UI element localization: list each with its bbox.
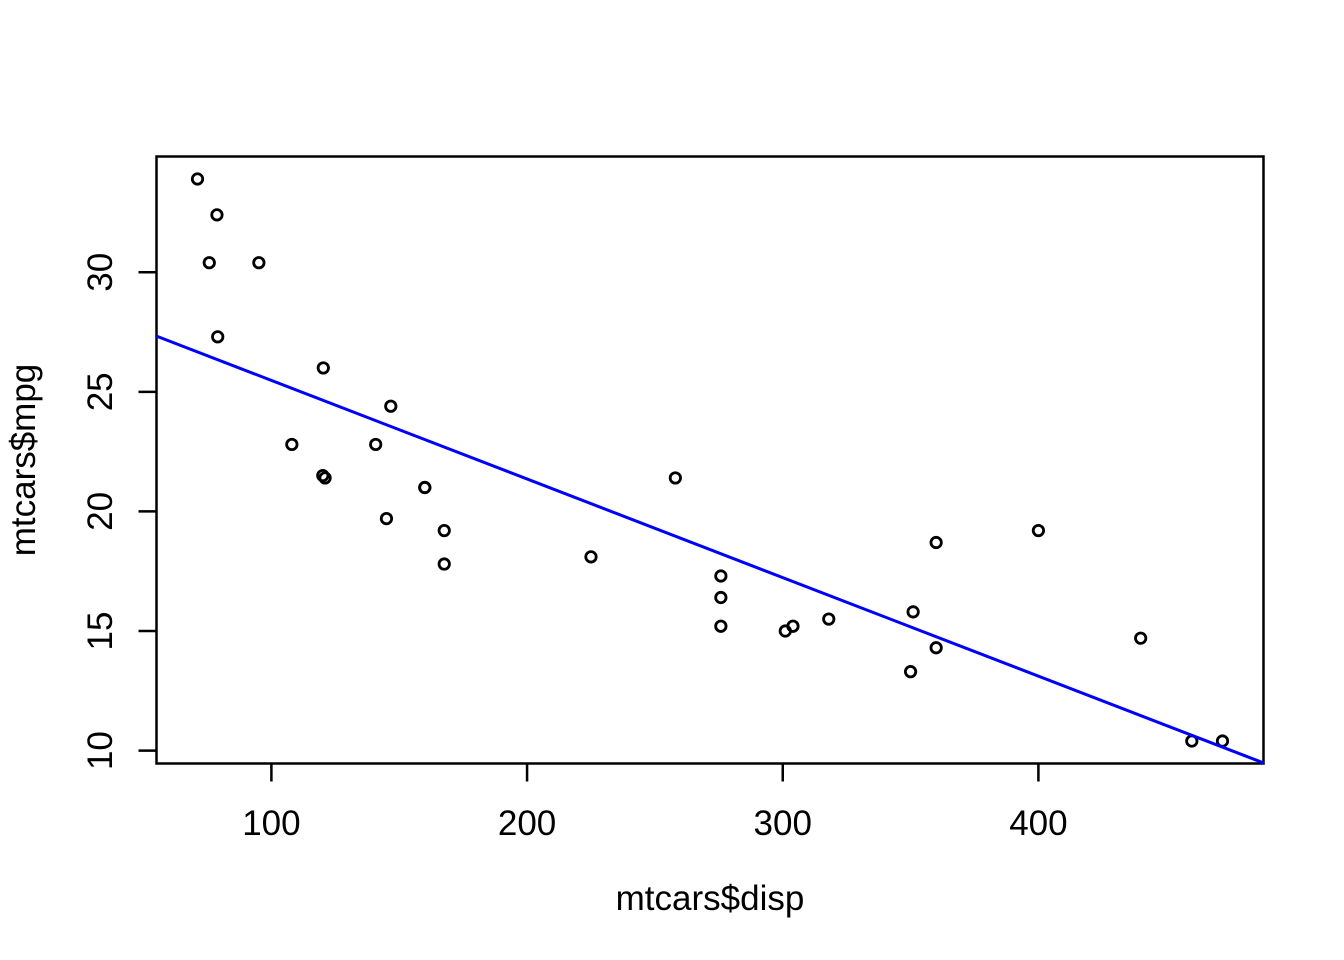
data-point <box>379 511 394 526</box>
data-point <box>190 172 205 186</box>
data-point <box>210 208 224 222</box>
data-point <box>316 468 330 483</box>
x-axis-tick-label: 300 <box>754 804 812 843</box>
data-point <box>714 619 728 633</box>
data-point <box>929 535 943 550</box>
y-axis-tick-label: 10 <box>81 731 120 770</box>
y-axis-tick-label: 15 <box>81 612 120 651</box>
y-axis-tick-label: 30 <box>81 253 120 292</box>
data-point <box>584 550 598 564</box>
data-point <box>929 641 943 655</box>
y-axis-tick-label: 25 <box>81 372 120 411</box>
data-point <box>778 624 792 638</box>
x-axis-tick-label: 200 <box>498 804 556 843</box>
data-point <box>437 523 451 538</box>
x-axis-tick-label: 100 <box>242 804 300 843</box>
plot-border <box>155 155 1265 765</box>
data-point <box>211 330 225 344</box>
data-point <box>318 471 332 485</box>
data-point <box>252 256 266 270</box>
x-axis-title: mtcars$disp <box>616 879 805 918</box>
y-axis-tick-label: 20 <box>81 492 120 531</box>
data-point <box>202 256 216 270</box>
data-point <box>316 361 330 375</box>
data-point <box>437 557 451 571</box>
y-axis-title: mtcars$mpg <box>4 364 43 557</box>
data-point <box>714 569 728 583</box>
data-point <box>384 399 398 413</box>
x-axis-tick-label: 400 <box>1009 804 1067 843</box>
data-point <box>822 612 836 626</box>
data-point <box>906 605 920 619</box>
data-point <box>668 471 682 485</box>
data-point <box>1134 631 1148 645</box>
data-point <box>418 480 432 495</box>
data-point <box>903 665 918 679</box>
data-point <box>1031 523 1046 538</box>
data-point <box>285 437 299 452</box>
data-point <box>369 437 383 452</box>
plot-area: 100 200 300 400 10 15 20 25 30 <box>81 155 1265 843</box>
regression-line <box>155 334 1265 765</box>
data-point <box>714 590 728 605</box>
